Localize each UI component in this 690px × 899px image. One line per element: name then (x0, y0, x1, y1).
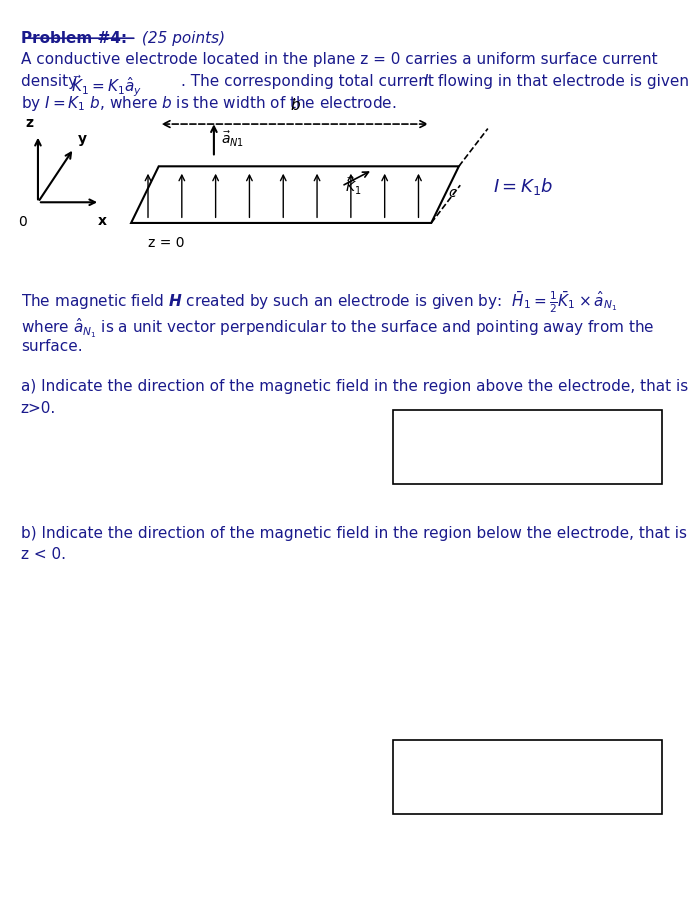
Text: (25 points): (25 points) (137, 31, 225, 47)
Text: Problem #4:: Problem #4: (21, 31, 127, 47)
Text: A conductive electrode located in the plane z = 0 carries a uniform surface curr: A conductive electrode located in the pl… (21, 52, 658, 67)
FancyBboxPatch shape (393, 410, 662, 484)
Text: $I = K_1 b$: $I = K_1 b$ (493, 175, 553, 197)
Text: a) Indicate the direction of the magnetic field in the region above the electrod: a) Indicate the direction of the magneti… (21, 379, 690, 395)
Text: z>0.: z>0. (21, 401, 56, 416)
Text: where $\hat{a}_{N_1}$ is a unit vector perpendicular to the surface and pointing: where $\hat{a}_{N_1}$ is a unit vector p… (21, 316, 654, 340)
Text: 0: 0 (19, 215, 27, 229)
Text: by $I = K_1\ b$, where $b$ is the width of the electrode.: by $I = K_1\ b$, where $b$ is the width … (21, 94, 396, 113)
Text: flowing in that electrode is given: flowing in that electrode is given (433, 74, 689, 89)
Text: y: y (78, 131, 87, 146)
Text: b) Indicate the direction of the magnetic field in the region below the electrod: b) Indicate the direction of the magneti… (21, 526, 690, 541)
Text: I: I (424, 74, 428, 89)
Text: . The corresponding total current: . The corresponding total current (181, 74, 439, 89)
Text: z < 0.: z < 0. (21, 547, 66, 563)
Text: $\vec{K}_1$: $\vec{K}_1$ (345, 175, 362, 197)
Text: b: b (290, 98, 300, 113)
Text: $\vec{K}_1 = K_1\hat{a}_y$: $\vec{K}_1 = K_1\hat{a}_y$ (71, 74, 142, 99)
Text: $\vec{a}_{N1}$: $\vec{a}_{N1}$ (221, 129, 244, 149)
Text: c: c (448, 186, 456, 200)
Text: The magnetic field $\boldsymbol{H}$ created by such an electrode is given by:  $: The magnetic field $\boldsymbol{H}$ crea… (21, 289, 617, 315)
Text: surface.: surface. (21, 339, 82, 354)
FancyBboxPatch shape (393, 740, 662, 814)
Text: z: z (25, 116, 33, 130)
Text: x: x (97, 214, 107, 228)
Text: density: density (21, 74, 81, 89)
Text: z = 0: z = 0 (148, 236, 185, 250)
